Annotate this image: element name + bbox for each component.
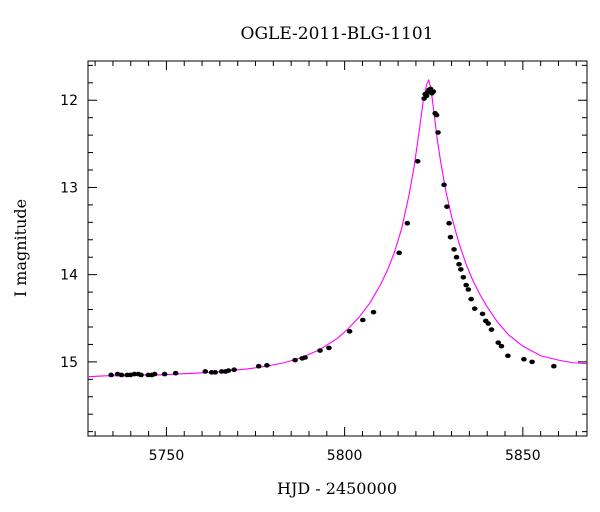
data-point xyxy=(465,287,472,292)
data-point xyxy=(414,158,421,164)
data-point xyxy=(441,182,447,188)
data-point xyxy=(138,372,144,378)
data-point xyxy=(551,363,557,369)
x-tick-label: 5850 xyxy=(505,448,541,464)
axis-ticks xyxy=(88,61,587,436)
data-point xyxy=(468,296,474,302)
data-point xyxy=(264,363,270,368)
data-point xyxy=(423,93,430,99)
data-point xyxy=(360,317,366,323)
data-points xyxy=(108,86,557,378)
x-axis-label: HJD - 2450000 xyxy=(277,479,397,498)
data-point xyxy=(370,309,377,315)
axis-tick-labels: 5750 5800 5850 12 13 14 15 xyxy=(60,93,540,464)
data-point xyxy=(212,370,219,375)
data-point xyxy=(202,369,209,374)
data-point xyxy=(460,274,467,280)
plot-frame xyxy=(87,60,588,437)
plot-border xyxy=(87,60,588,437)
data-point xyxy=(151,371,158,377)
data-point xyxy=(396,250,402,256)
data-point xyxy=(433,112,440,118)
data-point xyxy=(451,247,457,252)
data-point xyxy=(444,204,450,209)
y-tick-label: 14 xyxy=(60,268,78,284)
data-point xyxy=(172,370,179,376)
data-point xyxy=(225,368,232,373)
data-point xyxy=(479,311,486,317)
x-tick-label: 5800 xyxy=(327,448,363,464)
data-point xyxy=(505,353,511,359)
data-point xyxy=(131,371,138,377)
data-point xyxy=(218,369,225,374)
data-point xyxy=(447,234,454,240)
data-point xyxy=(326,345,332,351)
data-point xyxy=(302,355,308,360)
data-point xyxy=(471,306,478,311)
data-point xyxy=(456,261,462,267)
data-point xyxy=(255,363,262,369)
data-point xyxy=(463,282,469,288)
x-tick-label: 5750 xyxy=(149,448,185,464)
chart-title: OGLE-2011-BLG-1101 xyxy=(241,24,434,44)
data-point xyxy=(317,348,323,353)
data-point xyxy=(161,371,168,377)
data-point xyxy=(453,254,460,260)
data-point xyxy=(446,220,452,226)
data-point xyxy=(521,356,527,362)
data-point xyxy=(430,89,437,94)
data-point xyxy=(231,367,237,373)
y-tick-label: 15 xyxy=(60,355,78,371)
y-tick-label: 13 xyxy=(60,180,78,196)
data-point xyxy=(404,220,411,226)
data-point xyxy=(458,267,464,272)
data-point xyxy=(346,329,353,334)
data-point xyxy=(498,343,505,349)
data-point xyxy=(292,357,298,363)
data-point xyxy=(118,372,125,378)
data-point xyxy=(485,321,492,326)
y-axis-label: I magnitude xyxy=(11,199,30,297)
data-point xyxy=(435,130,441,135)
data-point xyxy=(495,340,502,345)
data-point xyxy=(488,327,495,332)
y-tick-label: 12 xyxy=(60,93,78,109)
data-point xyxy=(108,372,114,378)
model-curve xyxy=(88,78,587,378)
data-point xyxy=(529,359,535,365)
